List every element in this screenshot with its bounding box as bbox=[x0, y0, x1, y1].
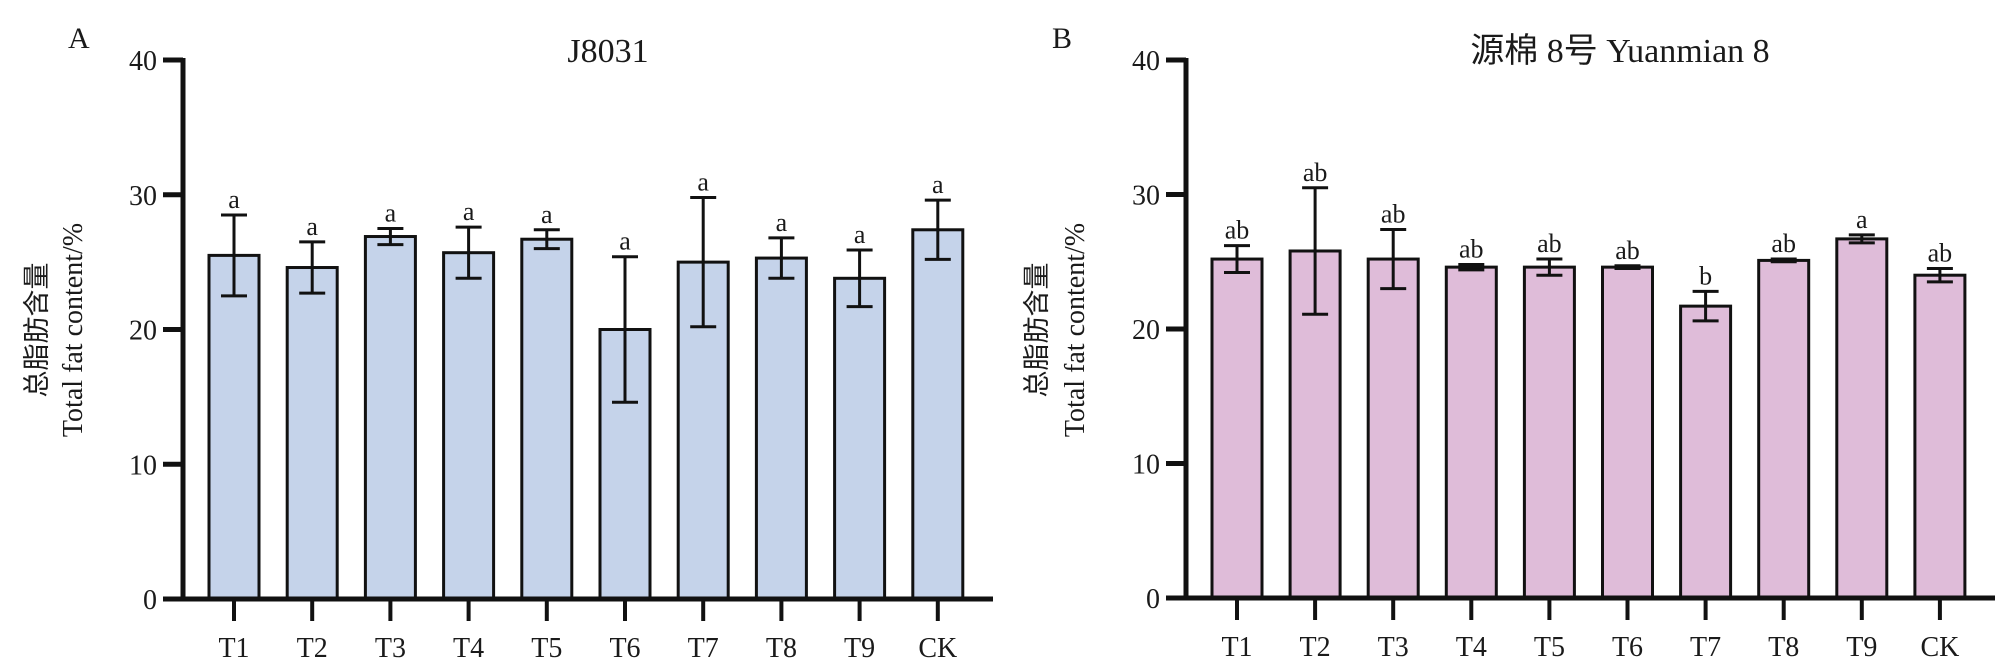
bar bbox=[1210, 257, 1264, 600]
significance-label: ab bbox=[1381, 199, 1406, 228]
x-tick-label: T1 bbox=[1221, 632, 1252, 663]
bar bbox=[1366, 257, 1420, 600]
x-tick-label: T1 bbox=[218, 633, 249, 664]
bar bbox=[1835, 237, 1889, 600]
x-tick-label: T4 bbox=[1456, 632, 1487, 663]
x-tick-label: T7 bbox=[688, 633, 719, 664]
bar bbox=[1601, 265, 1654, 600]
significance-label: a bbox=[932, 170, 944, 199]
x-tick-label: T8 bbox=[766, 633, 797, 664]
x-tick-label: T6 bbox=[1612, 632, 1643, 663]
y-axis-label: Total fat content/% bbox=[58, 223, 89, 437]
significance-label: ab bbox=[1459, 234, 1484, 263]
significance-label: ab bbox=[1303, 158, 1328, 187]
bar bbox=[1444, 265, 1498, 600]
bar bbox=[207, 253, 261, 601]
significance-label: ab bbox=[1928, 238, 1953, 267]
chart-title: 源棉 8号 Yuanmian 8 bbox=[1470, 32, 1769, 70]
bar bbox=[1679, 304, 1733, 600]
panel-label: A bbox=[68, 22, 90, 55]
panel-label: B bbox=[1052, 22, 1072, 55]
chart-title: J8031 bbox=[567, 33, 648, 70]
y-tick-label: 10 bbox=[129, 450, 157, 481]
significance-label: a bbox=[1856, 205, 1868, 234]
bar bbox=[442, 251, 496, 601]
significance-label: ab bbox=[1537, 229, 1562, 258]
y-tick-label: 20 bbox=[129, 316, 157, 347]
x-tick-label: T2 bbox=[1300, 632, 1331, 663]
bar bbox=[1757, 258, 1811, 600]
significance-label: a bbox=[854, 220, 866, 249]
bar bbox=[285, 266, 339, 601]
x-tick-label: T3 bbox=[375, 633, 406, 664]
significance-label: b bbox=[1699, 261, 1712, 290]
bar bbox=[520, 237, 574, 601]
significance-label: a bbox=[541, 200, 553, 229]
bar bbox=[1522, 265, 1576, 600]
significance-label: a bbox=[776, 208, 788, 237]
y-tick-label: 0 bbox=[143, 585, 157, 616]
bar bbox=[911, 228, 965, 601]
y-tick-label: 40 bbox=[1132, 46, 1160, 77]
bar bbox=[1913, 273, 1967, 600]
y-axis-label-cn: 总脂肪含量 bbox=[1022, 263, 1053, 398]
significance-label: ab bbox=[1771, 229, 1796, 258]
y-axis-label-cn: 总脂肪含量 bbox=[22, 263, 53, 398]
x-tick-label: CK bbox=[918, 633, 957, 664]
x-tick-label: T8 bbox=[1768, 632, 1799, 663]
x-tick-label: T3 bbox=[1378, 632, 1409, 663]
x-tick-label: T6 bbox=[609, 633, 640, 664]
x-tick-label: T4 bbox=[453, 633, 484, 664]
bar bbox=[363, 235, 417, 601]
y-tick-label: 10 bbox=[1132, 450, 1160, 481]
x-tick-label: T9 bbox=[1846, 632, 1877, 663]
chart-panel-b: B 源棉 8号 Yuanmian 8 总脂肪含量 Total fat content/… bbox=[1022, 22, 1995, 663]
x-tick-label: T7 bbox=[1690, 632, 1721, 663]
y-tick-label: 20 bbox=[1132, 315, 1160, 346]
x-tick-label: T2 bbox=[297, 633, 328, 664]
significance-label: ab bbox=[1225, 216, 1250, 245]
chart-panel-a: A J8031 总脂肪含量 Total fat content/% a T1 a T2 a T3 a… bbox=[22, 22, 993, 664]
y-axis-label: Total fat content/% bbox=[1060, 223, 1091, 437]
significance-label: a bbox=[463, 197, 475, 226]
y-tick-label: 30 bbox=[1132, 181, 1160, 212]
bar bbox=[833, 276, 887, 601]
y-tick-label: 0 bbox=[1146, 584, 1160, 615]
x-tick-label: CK bbox=[1920, 632, 1959, 663]
significance-label: a bbox=[697, 167, 709, 196]
y-tick-label: 30 bbox=[129, 181, 157, 212]
significance-label: a bbox=[385, 198, 397, 227]
bar bbox=[754, 256, 808, 601]
significance-label: ab bbox=[1615, 236, 1640, 265]
significance-label: a bbox=[619, 227, 631, 256]
x-tick-label: T5 bbox=[531, 633, 562, 664]
significance-label: a bbox=[306, 212, 318, 241]
significance-label: a bbox=[228, 185, 240, 214]
x-tick-label: T9 bbox=[844, 633, 875, 664]
x-tick-label: T5 bbox=[1534, 632, 1565, 663]
y-tick-label: 40 bbox=[129, 46, 157, 77]
